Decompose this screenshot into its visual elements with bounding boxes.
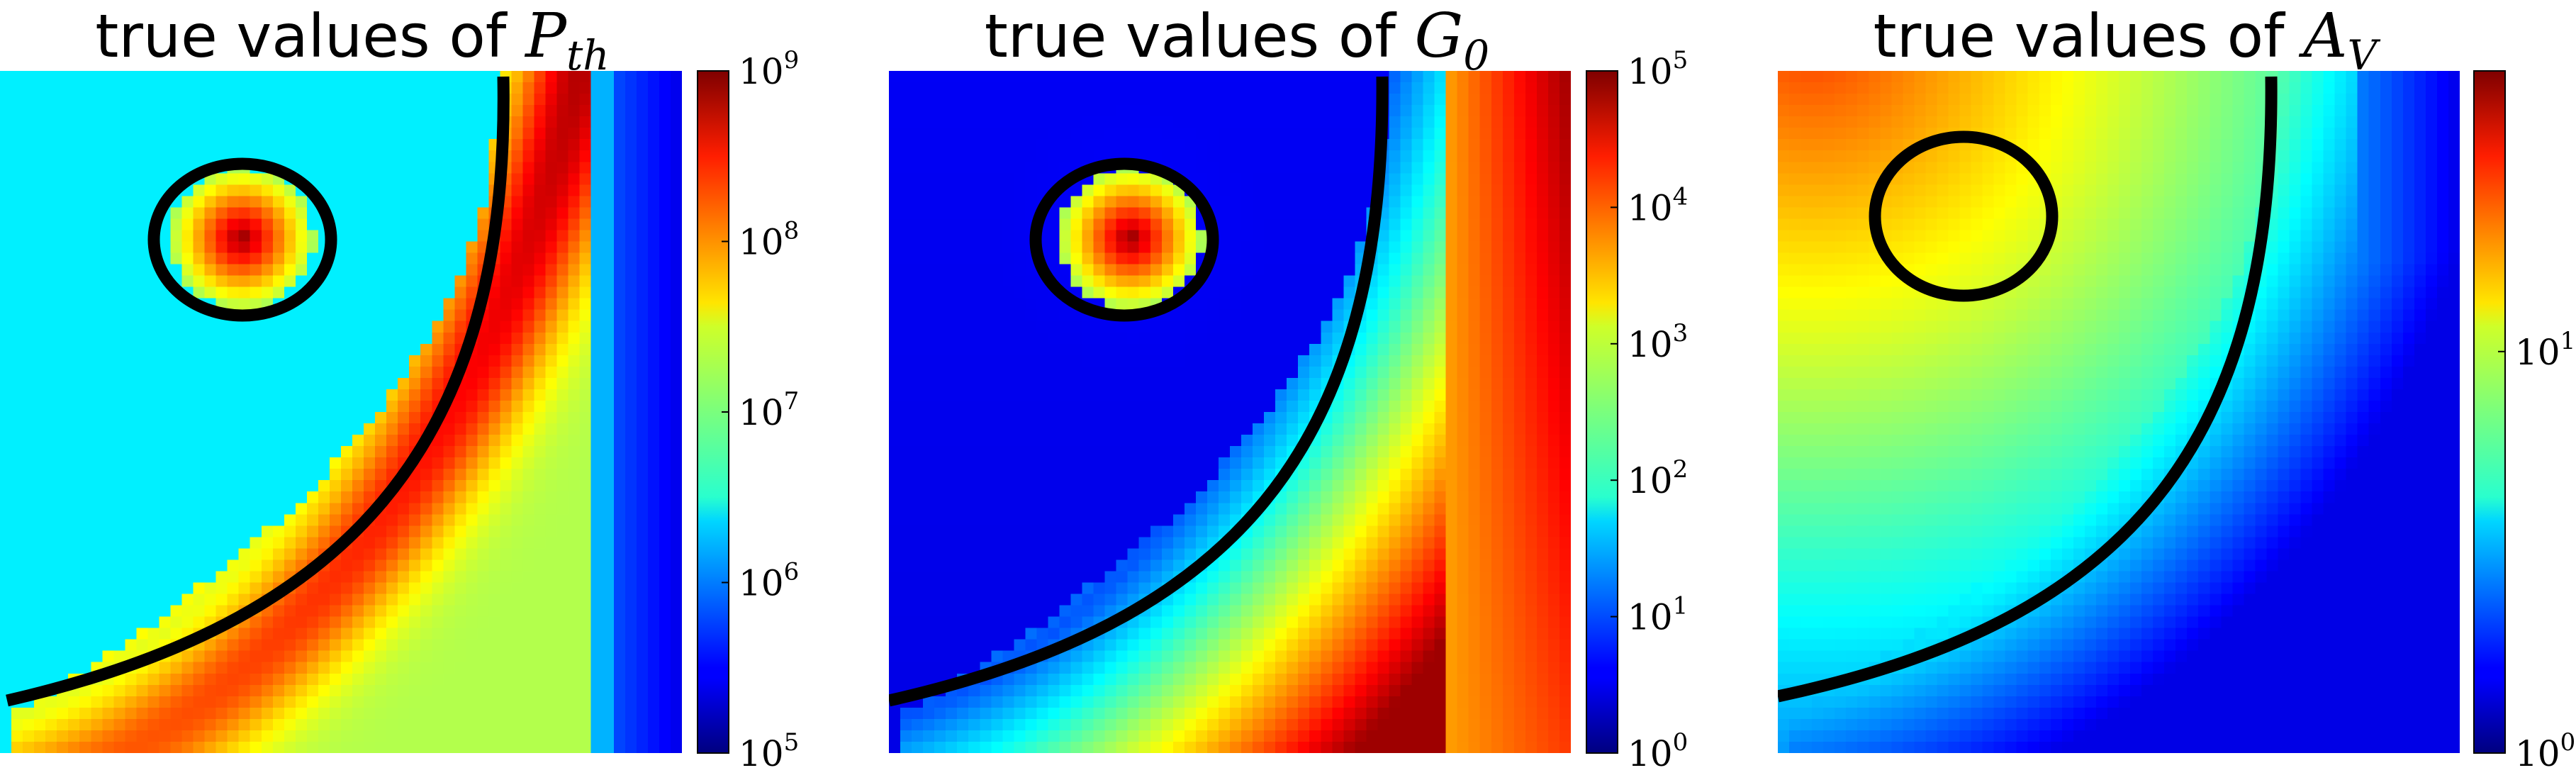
contour-curve-a-v xyxy=(1778,76,2278,703)
colorbar-p-th: 105 106 107 108 109 xyxy=(697,46,799,774)
title-g-0: true values of G0 xyxy=(985,1,1489,79)
colorbar-tick-label: 103 xyxy=(1628,319,1688,365)
colorbar-tick-label: 105 xyxy=(739,728,799,774)
heatmap-a-v xyxy=(1778,71,2460,753)
title-p-th: true values of Pth xyxy=(95,1,609,79)
colorbar-tick-label: 100 xyxy=(2515,728,2575,774)
panel-p-th: true values of Pth 105 106 107 108 109 xyxy=(0,1,799,774)
colorbar-a-v: 100 101 xyxy=(2473,70,2575,774)
colorbar-g-0: 100 101 102 103 104 105 xyxy=(1586,46,1688,774)
colorbar-tick-label: 109 xyxy=(739,46,799,92)
colorbar-tick-label: 101 xyxy=(1628,592,1688,638)
colorbar-tick-label: 108 xyxy=(739,217,799,263)
panel-g-0: true values of G0 100 101 102 103 104 105 xyxy=(889,1,1688,774)
panel-a-v: true values of AV 100 101 xyxy=(1778,1,2575,774)
colorbar-tick-label: 107 xyxy=(739,387,799,433)
title-a-v: true values of AV xyxy=(1874,1,2381,79)
contour-circle-g-0 xyxy=(1029,157,1219,322)
colorbar-tick-label: 102 xyxy=(1628,455,1688,501)
contour-circle-p-th xyxy=(147,157,337,322)
contour-curve-g-0 xyxy=(889,76,1389,707)
colorbar-tick-label: 106 xyxy=(739,558,799,604)
heatmap-p-th xyxy=(0,71,682,753)
colorbar-tick-label: 100 xyxy=(1628,728,1688,774)
contour-circle-a-v xyxy=(1869,130,2059,302)
contour-curve-p-th xyxy=(6,76,510,707)
heatmap-g-0 xyxy=(889,71,1571,753)
colorbar-tick-label: 101 xyxy=(2515,327,2575,373)
colorbar-tick-label: 105 xyxy=(1628,46,1688,92)
colorbar-tick-label: 104 xyxy=(1628,182,1688,228)
